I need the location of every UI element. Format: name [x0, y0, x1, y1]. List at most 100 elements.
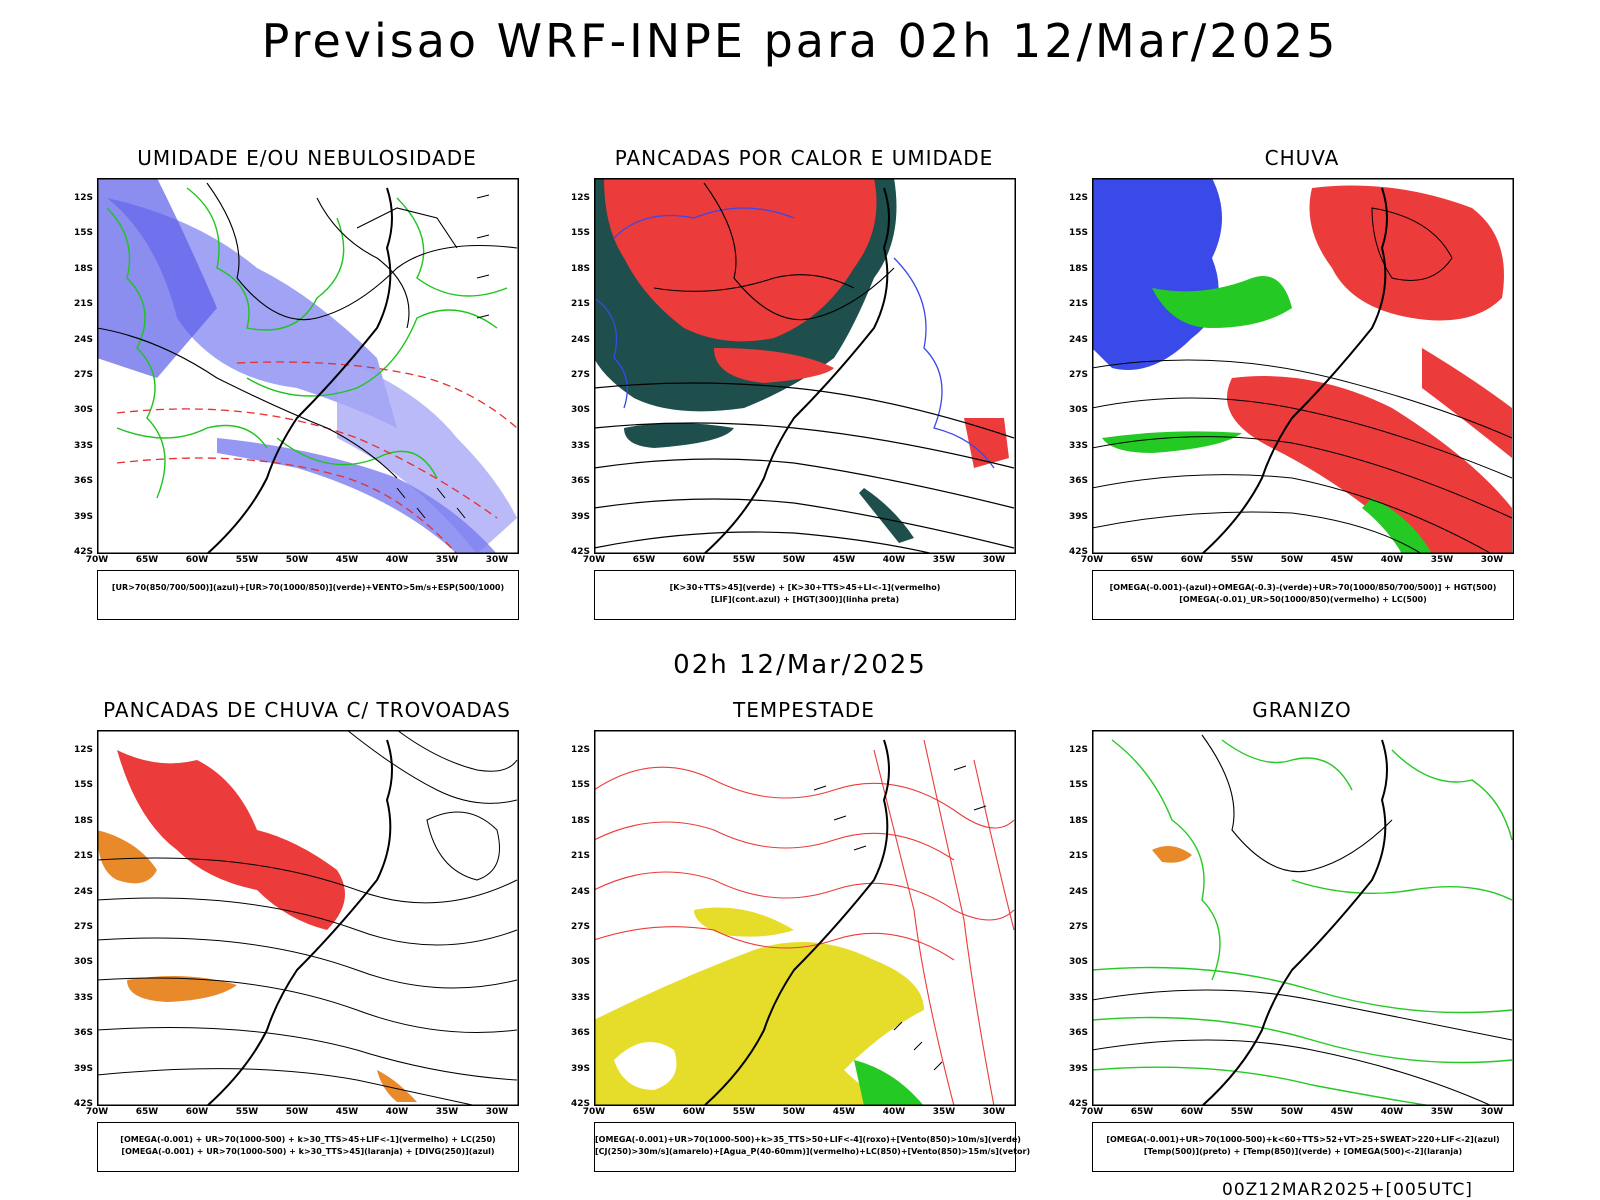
lat-tick-label: 30S: [570, 405, 590, 416]
lon-tick-label: 45W: [335, 555, 359, 565]
lon-tick-label: 50W: [285, 555, 309, 565]
lon-tick-label: 35W: [1430, 1107, 1454, 1117]
lat-tick-label: 21S: [1068, 851, 1088, 862]
panel-4-title: PANCADAS DE CHUVA C/ TROVOADAS: [103, 698, 511, 722]
lat-tick-label: 24S: [1068, 886, 1088, 897]
lon-tick-label: 50W: [782, 555, 806, 565]
lon-tick-label: 50W: [1280, 1107, 1304, 1117]
lat-tick-label: 42S: [570, 1099, 590, 1109]
legend-line: [OMEGA(-0.001)+UR>70(1000-500)+k>35_TTS>…: [595, 1135, 1021, 1144]
lon-tick-label: 65W: [135, 555, 159, 565]
lat-tick-label: 21S: [73, 299, 93, 310]
lat-tick-label: 39S: [73, 1063, 93, 1074]
lat-tick-label: 42S: [73, 1099, 93, 1109]
panel-6-title: GRANIZO: [1252, 698, 1352, 722]
lon-tick-label: 40W: [882, 555, 906, 565]
lat-tick-label: 18S: [73, 815, 93, 826]
legend-line: [OMEGA(-0.001)-(azul)+OMEGA(-0.3)-(verde…: [1109, 583, 1497, 592]
lat-tick-label: 21S: [1068, 299, 1088, 310]
lon-tick-label: 70W: [85, 1107, 109, 1117]
lat-tick-label: 21S: [73, 851, 93, 862]
map-tempestade: [594, 730, 1016, 1106]
panel-1-legend: [UR>70(850/700/500)](azul)+[UR>70(1000/8…: [97, 570, 519, 620]
lon-tick-label: 35W: [435, 555, 459, 565]
lon-tick-label: 45W: [1330, 555, 1354, 565]
panel-6-legend: [OMEGA(-0.001)+UR>70(1000-500)+k<60+TTS>…: [1092, 1122, 1514, 1172]
panel-5-legend: [OMEGA(-0.001)+UR>70(1000-500)+k>35_TTS>…: [594, 1122, 1031, 1172]
lat-tick-label: 30S: [570, 957, 590, 968]
lat-tick-label: 18S: [570, 263, 590, 274]
lon-tick-label: 65W: [632, 1107, 656, 1117]
lon-tick-label: 50W: [1280, 555, 1304, 565]
legend-line: [LIF](cont.azul) + [HGT(300)](linha pret…: [710, 595, 900, 604]
lat-tick-label: 39S: [73, 511, 93, 522]
lat-tick-label: 12S: [570, 745, 590, 755]
panel-2-legend: [K>30+TTS>45](verde) + [K>30+TTS>45+LI<-…: [594, 570, 1016, 620]
lon-tick-label: 30W: [485, 555, 509, 565]
lon-tick-label: 35W: [932, 1107, 956, 1117]
lon-tick-label: 55W: [1230, 1107, 1254, 1117]
lon-tick-label: 30W: [485, 1107, 509, 1117]
lat-tick-label: 18S: [1068, 815, 1088, 826]
lat-tick-label: 39S: [1068, 511, 1088, 522]
lon-tick-label: 50W: [285, 1107, 309, 1117]
lon-tick-label: 65W: [1130, 555, 1154, 565]
lat-tick-label: 12S: [73, 193, 93, 203]
map-umidade: [97, 178, 519, 554]
lon-tick-label: 50W: [782, 1107, 806, 1117]
map-pancadas-calor: [594, 178, 1016, 554]
middle-date-label: 02h 12/Mar/2025: [673, 650, 927, 680]
panel-1-title: UMIDADE E/OU NEBULOSIDADE: [137, 146, 477, 170]
lon-tick-label: 60W: [185, 555, 209, 565]
lat-tick-label: 15S: [73, 780, 93, 791]
lat-tick-label: 27S: [570, 370, 590, 380]
lat-tick-label: 18S: [73, 263, 93, 274]
lat-tick-label: 27S: [1068, 922, 1088, 932]
lat-tick-label: 30S: [1068, 405, 1088, 416]
lon-tick-label: 30W: [1480, 555, 1504, 565]
lon-tick-label: 30W: [982, 555, 1006, 565]
legend-line: [Temp(500)](preto) + [Temp(850)](verde) …: [1143, 1147, 1463, 1156]
legend-line: [K>30+TTS>45](verde) + [K>30+TTS>45+LI<-…: [669, 583, 941, 592]
lat-tick-label: 27S: [1068, 370, 1088, 380]
legend-line: [CJ(250)>30m/s](amarelo)+[Agua_P(40-60mm…: [595, 1147, 1031, 1156]
lon-tick-label: 55W: [235, 1107, 259, 1117]
lon-tick-label: 65W: [1130, 1107, 1154, 1117]
map-granizo: [1092, 730, 1514, 1106]
lon-tick-label: 65W: [632, 555, 656, 565]
map-trovoadas: [97, 730, 519, 1106]
lat-tick-label: 27S: [73, 370, 93, 380]
lat-tick-label: 42S: [1068, 547, 1088, 557]
lon-tick-label: 55W: [732, 1107, 756, 1117]
lat-tick-label: 24S: [73, 334, 93, 345]
lat-tick-label: 24S: [570, 886, 590, 897]
lat-tick-label: 18S: [570, 815, 590, 826]
lat-tick-label: 30S: [73, 405, 93, 416]
lon-tick-label: 60W: [682, 555, 706, 565]
lon-tick-label: 40W: [385, 555, 409, 565]
lon-tick-label: 55W: [235, 555, 259, 565]
legend-line: [UR>70(850/700/500)](azul)+[UR>70(1000/8…: [111, 583, 505, 592]
lon-tick-label: 60W: [682, 1107, 706, 1117]
lon-tick-label: 70W: [582, 555, 606, 565]
lat-tick-label: 42S: [570, 547, 590, 557]
lat-tick-label: 15S: [1068, 228, 1088, 239]
lat-tick-label: 12S: [1068, 745, 1088, 755]
lon-tick-label: 40W: [882, 1107, 906, 1117]
lon-tick-label: 70W: [85, 555, 109, 565]
lat-tick-label: 33S: [73, 440, 93, 451]
lon-tick-label: 60W: [1180, 1107, 1204, 1117]
lon-tick-label: 60W: [185, 1107, 209, 1117]
lon-tick-label: 40W: [385, 1107, 409, 1117]
page-title: Previsao WRF-INPE para 02h 12/Mar/2025: [261, 14, 1339, 68]
panel-4-legend: [OMEGA(-0.001) + UR>70(1000-500) + k>30_…: [97, 1122, 519, 1172]
lat-tick-label: 42S: [1068, 1099, 1088, 1109]
lat-tick-label: 36S: [1068, 1028, 1088, 1039]
lat-tick-label: 21S: [570, 299, 590, 310]
lat-tick-label: 33S: [570, 440, 590, 451]
lon-tick-label: 45W: [1330, 1107, 1354, 1117]
legend-line: [OMEGA(-0.001) + UR>70(1000-500) + k>30_…: [120, 1135, 496, 1144]
lat-tick-label: 36S: [73, 476, 93, 487]
lat-tick-label: 30S: [1068, 957, 1088, 968]
lon-tick-label: 45W: [335, 1107, 359, 1117]
